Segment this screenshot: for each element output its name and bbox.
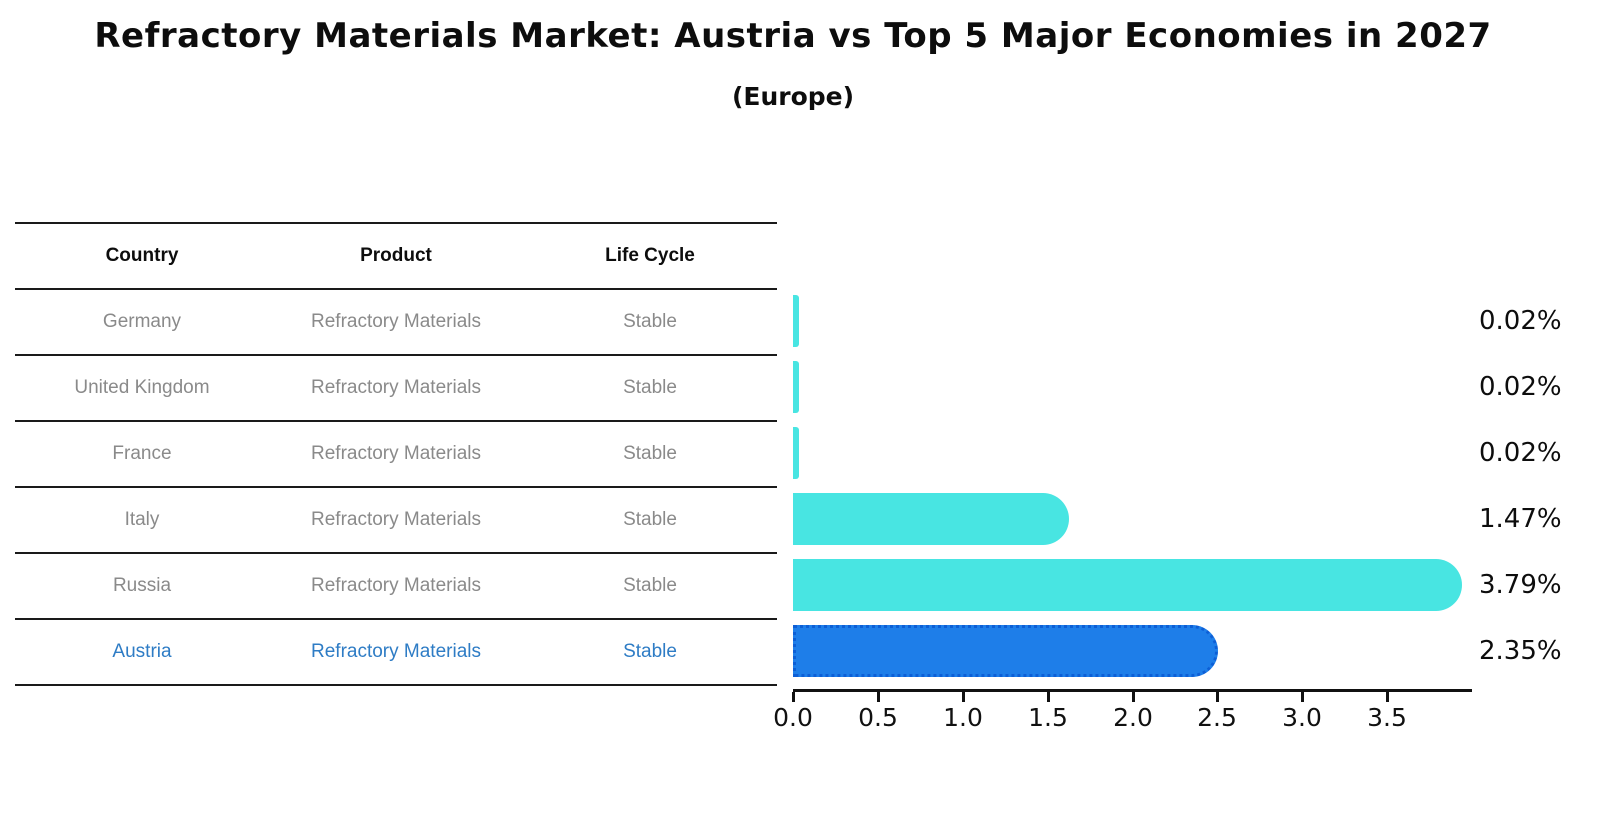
cell-life-cycle: Stable: [623, 509, 677, 530]
cell-product: Refractory Materials: [311, 377, 481, 398]
column-header-country: Country: [105, 245, 179, 266]
x-tick-label: 2.5: [1197, 703, 1237, 732]
table-row-germany: Germany Refractory Materials Stable: [15, 290, 777, 356]
cell-life-cycle: Stable: [623, 443, 677, 464]
x-tick-label: 1.5: [1028, 703, 1068, 732]
value-label-russia: 3.79%: [1479, 570, 1562, 600]
chart-title: Refractory Materials Market: Austria vs …: [94, 16, 1492, 56]
cell-life-cycle: Stable: [623, 311, 677, 332]
x-tick-label: 3.5: [1367, 703, 1407, 732]
cell-life-cycle: Stable: [623, 575, 677, 596]
cell-life-cycle: Stable: [623, 377, 677, 398]
table-row-austria: Austria Refractory Materials Stable: [15, 620, 777, 686]
value-label-france: 0.02%: [1479, 438, 1562, 468]
x-tick-label: 1.0: [943, 703, 983, 732]
table-row-italy: Italy Refractory Materials Stable: [15, 488, 777, 554]
cell-product: Refractory Materials: [311, 311, 481, 332]
cell-country: Germany: [102, 311, 182, 332]
cell-product: Refractory Materials: [311, 509, 481, 530]
cell-country: Austria: [112, 641, 172, 662]
bar-austria: [793, 625, 1218, 677]
value-label-germany: 0.02%: [1479, 306, 1562, 336]
x-tick-mark: [1216, 692, 1219, 702]
value-label-united-kingdom: 0.02%: [1479, 372, 1562, 402]
value-label-austria: 2.35%: [1479, 636, 1562, 666]
cell-life-cycle: Stable: [623, 641, 677, 662]
column-header-life-cycle: Life Cycle: [605, 245, 695, 266]
bar-france: [793, 427, 799, 479]
cell-country: Italy: [124, 509, 160, 530]
bar-united-kingdom: [793, 361, 799, 413]
table-header-row: Country Product Life Cycle: [15, 224, 777, 290]
bar-germany: [793, 295, 799, 347]
table-body: Germany Refractory Materials Stable United …: [15, 290, 777, 686]
table-row-united-kingdom: United Kingdom Refractory Materials Stable: [15, 356, 777, 422]
x-tick-mark: [1132, 692, 1135, 702]
x-tick-label: 0.5: [858, 703, 898, 732]
column-header-product: Product: [360, 245, 432, 266]
x-tick-mark: [877, 692, 880, 702]
value-label-italy: 1.47%: [1479, 504, 1562, 534]
x-tick-mark: [1301, 692, 1304, 702]
chart-subtitle: (Europe): [731, 82, 855, 111]
bar-russia: [793, 559, 1462, 611]
x-tick-mark: [1386, 692, 1389, 702]
cell-product: Refractory Materials: [311, 641, 481, 662]
x-tick-mark: [1047, 692, 1050, 702]
comparison-table: Country Product Life Cycle Germany Refrac…: [15, 222, 777, 686]
cell-product: Refractory Materials: [311, 575, 481, 596]
x-tick-mark: [792, 692, 795, 702]
cell-country: France: [112, 443, 172, 464]
table-row-russia: Russia Refractory Materials Stable: [15, 554, 777, 620]
bar-italy: [793, 493, 1069, 545]
x-tick-label: 3.0: [1282, 703, 1322, 732]
x-tick-label: 0.0: [773, 703, 813, 732]
x-tick-mark: [962, 692, 965, 702]
table-row-france: France Refractory Materials Stable: [15, 422, 777, 488]
cell-country: United Kingdom: [74, 377, 210, 398]
cell-product: Refractory Materials: [311, 443, 481, 464]
cell-country: Russia: [112, 575, 172, 596]
x-tick-label: 2.0: [1113, 703, 1153, 732]
x-axis-line: [793, 689, 1472, 692]
